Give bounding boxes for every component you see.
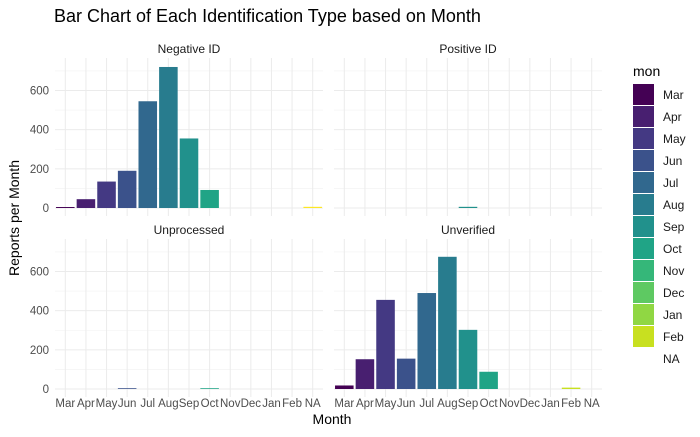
bar — [355, 359, 375, 389]
bar — [479, 371, 498, 389]
x-tick-label: Feb — [561, 398, 581, 410]
bar — [335, 385, 354, 389]
legend-label: Nov — [663, 264, 684, 278]
bar — [458, 206, 478, 208]
x-tick-label: Jun — [118, 398, 137, 410]
legend-label: Feb — [663, 330, 684, 344]
bar — [200, 189, 219, 208]
bar — [417, 293, 437, 389]
bar — [200, 388, 219, 389]
x-tick-label: Jan — [262, 398, 281, 410]
panel: Negative ID 0 200 400 600 — [30, 42, 323, 216]
x-tick-label: Mar — [55, 398, 75, 410]
x-tick-label: Dec — [520, 398, 541, 410]
legend-label: Sep — [663, 220, 685, 234]
panel-title: Unverified — [441, 223, 495, 237]
x-tick-label: Oct — [480, 398, 499, 410]
x-tick-label: Sep — [179, 398, 199, 410]
chart-title: Bar Chart of Each Identification Type ba… — [54, 6, 481, 26]
bar — [303, 206, 322, 208]
legend-key — [633, 106, 654, 127]
y-tick-label: 0 — [43, 203, 49, 215]
x-tick-label: Oct — [201, 398, 220, 410]
x-tick-label: Apr — [356, 398, 374, 410]
panel: Unverified Mar Apr May Jun Jul Aug Sep Oct Nov Dec… — [334, 223, 602, 410]
panels: Negative ID 0 200 400 600 Positive ID Unproces… — [30, 42, 602, 410]
bar — [159, 66, 178, 208]
y-tick-label: 400 — [30, 125, 49, 137]
x-tick-label: NA — [584, 398, 600, 410]
bar — [396, 358, 416, 389]
x-tick-label: Aug — [437, 398, 457, 410]
y-tick-label: 600 — [30, 266, 49, 278]
x-tick-label: Sep — [458, 398, 478, 410]
x-tick-label: May — [375, 398, 397, 410]
legend-key — [633, 84, 654, 105]
bar — [117, 170, 137, 208]
bar — [438, 256, 457, 389]
legend-key — [633, 128, 654, 149]
legend-key — [633, 194, 654, 215]
bar — [117, 388, 137, 389]
x-tick-label: Nov — [499, 398, 520, 410]
x-tick-label: Feb — [282, 398, 302, 410]
x-tick-label: Jul — [140, 398, 155, 410]
legend-key — [633, 304, 654, 325]
legend-label: Mar — [663, 88, 684, 102]
bar — [138, 101, 158, 208]
x-axis-title: Month — [313, 411, 352, 427]
legend-key — [633, 172, 654, 193]
x-tick-label: NA — [305, 398, 321, 410]
legend-label: Jun — [663, 154, 682, 168]
x-tick-label: Mar — [334, 398, 354, 410]
bar — [97, 181, 116, 208]
legend-title: mon — [633, 63, 660, 79]
legend-key — [633, 216, 654, 237]
y-tick-label: 200 — [30, 345, 49, 357]
y-tick-label: 200 — [30, 164, 49, 176]
legend-label: Jul — [663, 176, 678, 190]
bar — [458, 329, 478, 389]
panel: Positive ID — [334, 42, 602, 216]
y-tick-label: 600 — [30, 85, 49, 97]
legend-label: Apr — [663, 110, 682, 124]
x-tick-label: Aug — [158, 398, 178, 410]
y-tick-label: 400 — [30, 306, 49, 318]
panel-title: Unprocessed — [154, 223, 225, 237]
legend-label: NA — [663, 352, 680, 366]
legend-key — [633, 282, 654, 303]
x-tick-label: Jun — [397, 398, 416, 410]
bar — [376, 299, 395, 389]
bar — [561, 387, 581, 389]
y-tick-label: 0 — [43, 384, 49, 396]
legend-key — [633, 260, 654, 281]
x-tick-label: Apr — [77, 398, 95, 410]
legend-key — [633, 150, 654, 171]
panel-title: Negative ID — [158, 42, 221, 56]
legend-key — [633, 326, 654, 347]
bar — [76, 199, 96, 208]
panel-title: Positive ID — [439, 42, 497, 56]
legend: mon Mar Apr May Jun Jul Aug Sep Oct Nov Dec Jan Feb… — [633, 63, 686, 366]
legend-label: Aug — [663, 198, 684, 212]
bar — [179, 138, 199, 208]
legend-key — [633, 238, 654, 259]
panel: Unprocessed 0 200 400 600 Mar Apr May Jun Jul Aug S… — [30, 223, 323, 410]
legend-label: Oct — [663, 242, 682, 256]
x-tick-label: Dec — [241, 398, 262, 410]
bar — [56, 207, 75, 208]
x-tick-label: Jan — [541, 398, 560, 410]
legend-label: Dec — [663, 286, 684, 300]
x-tick-label: Jul — [419, 398, 434, 410]
legend-label: Jan — [663, 308, 682, 322]
y-axis-title: Reports per Month — [6, 160, 22, 276]
x-tick-label: May — [96, 398, 118, 410]
legend-label: May — [663, 132, 686, 146]
x-tick-label: Nov — [220, 398, 241, 410]
